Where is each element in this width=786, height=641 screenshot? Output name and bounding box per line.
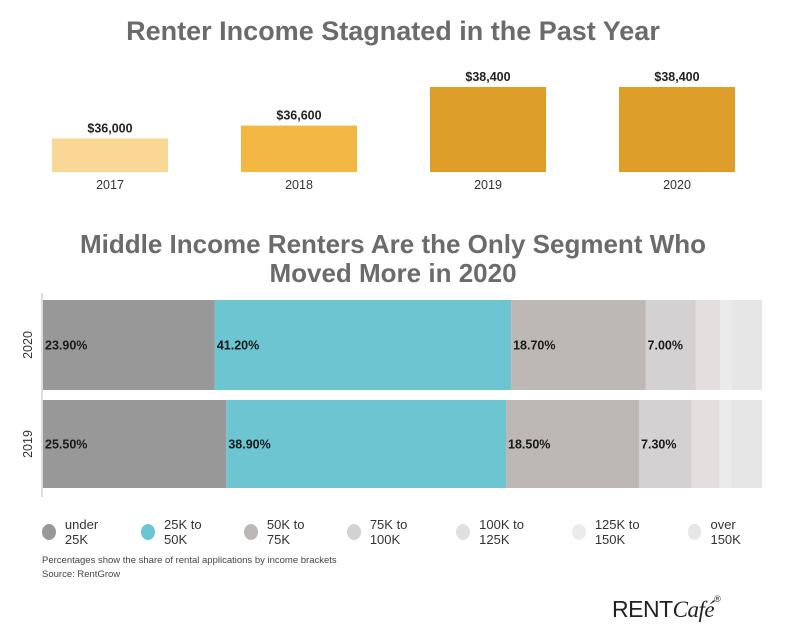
legend-label: over 150K [710,517,741,547]
income-bar-2020 [619,87,735,172]
segment-value-label: 41.20% [217,339,259,353]
legend-swatch [141,524,155,540]
segment-2020-50k-to-75k [511,300,646,390]
segment-value-label: 25.50% [45,438,87,452]
income-bar-2018 [241,125,357,172]
segment-2020-under-25k [43,300,215,390]
segment-2020-over-150k [731,300,762,390]
logo-cafe: Café [672,597,715,622]
rentcafe-logo: RENTCafé® [612,594,721,623]
segment-2019-50k-to-75k [506,400,640,488]
legend-item: over 150K [687,517,762,547]
segment-2020-25k-to-50k [214,300,512,390]
segment-value-label: 23.90% [45,339,87,353]
segment-2019-over-150k [731,400,762,488]
legend-item: 100K to 125K [456,517,548,547]
segment-2019-125k-to-150k [719,400,732,488]
income-year-label: 2019 [474,178,502,192]
segment-value-label: 18.50% [508,438,550,452]
legend-swatch [687,524,702,540]
legend-item: under 25K [42,517,117,547]
legend-label: 50K to 75K [266,517,305,547]
legend-label: 25K to 50K [164,517,202,547]
row-year-label: 2019 [21,430,35,458]
logo-rent: RENT [612,596,673,622]
legend-swatch [243,524,258,540]
legend-label: 100K to 125K [479,517,524,547]
legend-item: 75K to 100K [346,517,432,547]
segment-2019-under-25k [43,400,227,488]
legend-item: 50K to 75K [243,517,323,547]
source-note: Source: RentGrow [42,569,121,580]
income-value-label: $36,600 [276,109,321,123]
segment-value-label: 7.00% [648,339,683,353]
income-bar-2017 [52,138,168,172]
legend-item: 125K to 150K [571,517,664,547]
segment-2019-25k-to-50k [226,400,507,488]
segment-value-label: 38.90% [228,438,270,452]
row-year-label: 2020 [21,331,35,359]
segment-2020-75k-to-100k [645,300,696,390]
segment-value-label: 18.70% [513,339,555,353]
legend: under 25K 25K to 50K 50K to 75K 75K to 100K… [42,517,786,547]
segment-2019-100k-to-125k [691,400,720,488]
income-value-label: $38,400 [654,70,699,84]
logo-registered-mark: ® [714,594,721,604]
income-bar-2019 [430,87,546,172]
legend-swatch [346,524,361,540]
legend-label: 125K to 150K [594,517,640,547]
income-year-label: 2020 [663,178,691,192]
segment-2019-75k-to-100k [639,400,692,488]
legend-swatch [571,524,586,540]
legend-item: 25K to 50K [141,517,220,547]
legend-label: under 25K [64,517,99,547]
legend-label: 75K to 100K [369,517,408,547]
income-year-label: 2018 [285,178,313,192]
segment-2020-100k-to-125k [695,300,721,390]
income-value-label: $36,000 [87,121,132,135]
segment-value-label: 7.30% [641,438,676,452]
legend-swatch [42,524,56,540]
legend-swatch [456,524,471,540]
segment-2020-125k-to-150k [720,300,732,390]
chart-title-income: Renter Income Stagnated in the Past Year [126,16,660,46]
income-year-label: 2017 [96,178,124,192]
chart-title-segments: Middle Income Renters Are the Only Segme… [79,229,707,288]
footnote: Percentages show the share of rental app… [42,555,337,566]
income-value-label: $38,400 [465,70,510,84]
